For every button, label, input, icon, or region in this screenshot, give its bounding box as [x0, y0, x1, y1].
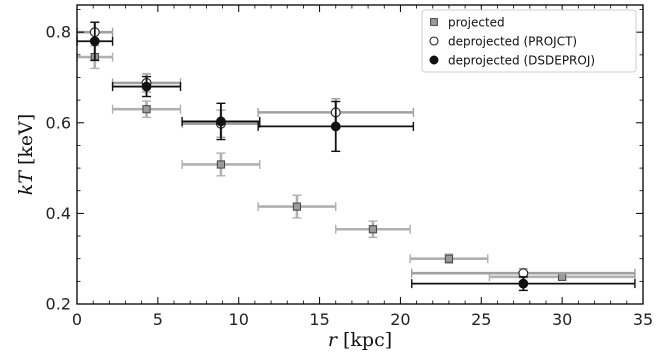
x-tick-label: 25 — [471, 310, 491, 329]
x-axis-label: r [kpc] — [328, 329, 392, 351]
x-tick-label: 20 — [390, 310, 410, 329]
y-axis-label: kT [keV] — [15, 114, 37, 196]
data-point — [216, 116, 226, 127]
axes-frame — [76, 4, 644, 305]
x-tick-label: 30 — [552, 310, 572, 329]
data-point — [292, 202, 302, 211]
y-tick-label: 0.6 — [46, 113, 71, 132]
axis-ticks: 0 5 10 15 20 25 30 35 0.2 0.4 0.6 0.8 — [46, 5, 653, 329]
series-2 — [76, 21, 636, 292]
y-tick-label: 0.2 — [46, 295, 71, 314]
data-point — [368, 225, 378, 234]
legend-marker — [430, 18, 438, 26]
legend: projected deprojected (PROJCT) deprojected… — [421, 9, 637, 73]
data-point — [444, 254, 454, 263]
y-tick-label: 0.4 — [46, 204, 71, 223]
legend-marker — [429, 55, 439, 65]
data-point — [141, 81, 152, 92]
legend-marker — [429, 36, 439, 46]
x-tick-label: 0 — [72, 310, 82, 329]
legend-box — [421, 9, 637, 73]
plot-area — [76, 21, 636, 292]
legend-label: deprojected (PROJCT) — [448, 35, 577, 49]
data-point — [142, 105, 151, 114]
x-tick-label: 15 — [309, 310, 329, 329]
x-tick-label: 10 — [229, 310, 249, 329]
data-point — [216, 160, 226, 169]
data-point — [518, 278, 529, 289]
legend-label: projected — [448, 16, 505, 30]
legend-label: deprojected (DSDEPROJ) — [448, 54, 595, 68]
x-tick-label: 5 — [153, 310, 163, 329]
data-point — [330, 121, 341, 132]
y-tick-label: 0.8 — [46, 23, 71, 42]
data-point — [89, 36, 100, 47]
series-0 — [76, 45, 636, 282]
x-tick-label: 35 — [633, 310, 653, 329]
